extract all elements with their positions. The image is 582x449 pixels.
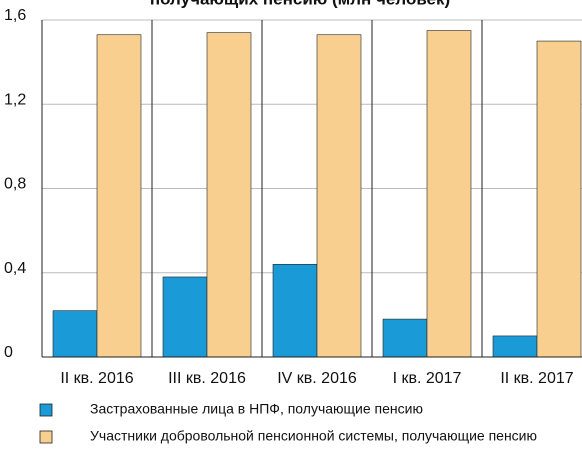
y-tick-label: 0,4 bbox=[4, 260, 26, 277]
legend-label: Участники добровольной пенсионной систем… bbox=[90, 428, 537, 444]
bar bbox=[426, 30, 472, 358]
x-tick-label: IV кв. 2016 bbox=[277, 370, 357, 387]
x-tick-label: II кв. 2016 bbox=[60, 370, 133, 387]
x-tick-label: I кв. 2017 bbox=[393, 370, 462, 387]
bar bbox=[316, 34, 362, 358]
bar bbox=[52, 310, 98, 358]
legend-label: Застрахованные лица в НПФ, получающие пе… bbox=[90, 401, 423, 417]
y-tick-label: 0,8 bbox=[4, 176, 26, 193]
y-tick-label: 1,6 bbox=[4, 7, 26, 24]
bar bbox=[536, 40, 582, 358]
bar bbox=[96, 34, 142, 358]
legend-swatch bbox=[39, 430, 53, 444]
y-tick-label: 0 bbox=[4, 344, 13, 361]
chart-title: получающих пенсию (млн человек) bbox=[150, 0, 450, 8]
bar bbox=[272, 264, 318, 358]
bar bbox=[162, 276, 208, 358]
legend-swatch bbox=[39, 403, 53, 417]
bar bbox=[206, 32, 252, 358]
y-tick-label: 1,2 bbox=[4, 91, 26, 108]
bar bbox=[382, 318, 428, 358]
bar bbox=[492, 335, 538, 358]
x-tick-label: II кв. 2017 bbox=[500, 370, 573, 387]
x-tick-label: III кв. 2016 bbox=[168, 370, 246, 387]
